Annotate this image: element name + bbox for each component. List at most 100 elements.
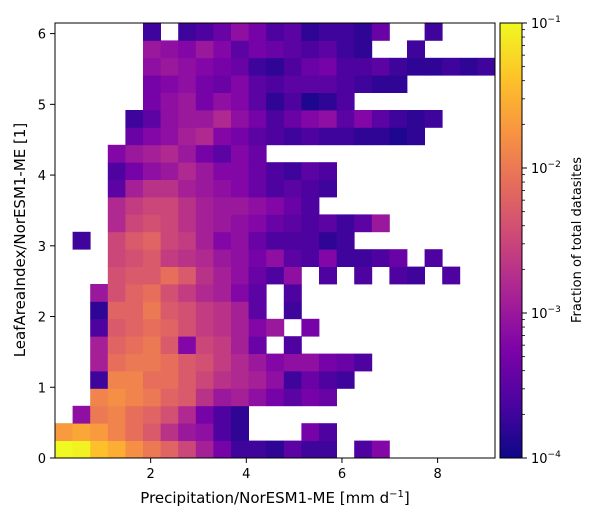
heatmap-cell [195,110,214,128]
heatmap-cell [178,405,197,424]
heatmap-cell [248,23,267,41]
heatmap-cell [319,127,337,146]
heatmap-cell [213,92,232,111]
heatmap-cell [178,110,197,128]
heatmap-cell [160,336,179,354]
heatmap-cell [266,40,285,59]
heatmap-cell [231,75,249,93]
heatmap-cell [319,353,337,372]
heatmap-cell [160,127,179,146]
heatmap-cell [195,23,214,41]
heatmap-cell [283,57,302,76]
heatmap-cell [143,57,161,76]
heatmap-cell [213,318,232,337]
heatmap-cell [195,127,214,146]
heatmap-cell [195,162,214,180]
heatmap-cell [283,336,302,354]
heatmap-cell [266,75,285,93]
heatmap-cell [231,405,249,424]
heatmap-cell [90,318,109,337]
heatmap-cell [354,57,373,76]
heatmap-cell [283,388,302,407]
heatmap-cell [125,249,144,267]
heatmap-cell [107,336,126,354]
heatmap-cell [72,231,91,250]
heatmap-cell [178,388,197,407]
heatmap-cell [371,57,390,76]
heatmap-cell [266,353,285,372]
heatmap-cell [160,318,179,337]
heatmap-cell [160,231,179,250]
heatmap-cell [354,353,373,372]
heatmap-cell [319,92,337,111]
heatmap-cell [178,231,197,250]
heatmap-cell [90,405,109,424]
heatmap-cell [143,405,161,424]
heatmap-cell [283,110,302,128]
heatmap-cell [178,371,197,389]
heatmap-cell [283,40,302,59]
heatmap-cell [442,266,461,285]
heatmap-cell [248,371,267,389]
heatmap-cell [283,197,302,215]
heatmap-cell [107,301,126,320]
heatmap-cell [178,23,197,41]
heatmap-cell [195,353,214,372]
y-tick-label: 2 [38,311,46,326]
heatmap-cell [107,388,126,407]
heatmap-cell [301,92,320,111]
heatmap-cell [301,197,320,215]
heatmap-cell [213,23,232,41]
heatmap-cell [178,57,197,76]
heatmap-cell [248,57,267,76]
y-axis: 0 1 2 3 4 5 6 [38,28,55,467]
heatmap-cell [125,388,144,407]
y-axis-label: LeafAreaIndex/NorESM1-ME [1] [11,123,29,358]
heatmap-cell [283,75,302,93]
heatmap-cell [213,284,232,302]
heatmap-cell [301,318,320,337]
heatmap-cell [248,214,267,233]
heatmap-cell [336,57,355,76]
y-tick-label: 6 [38,28,46,43]
heatmap-cell [195,75,214,93]
heatmap-cell [160,162,179,180]
heatmap-cell [143,266,161,285]
heatmap-cell [213,440,232,459]
heatmap-cell [283,284,302,302]
colorbar-tick-label: 10−2 [531,160,561,177]
heatmap-cell [178,284,197,302]
heatmap-cell [389,57,408,76]
heatmap-cell [231,197,249,215]
heatmap-cell [354,40,373,59]
heatmap-cell [213,110,232,128]
heatmap-cell [283,214,302,233]
heatmap-cell [143,231,161,250]
heatmap-cell [143,249,161,267]
heatmap-cell [160,92,179,111]
heatmap-cell [213,266,232,285]
heatmap-cell [160,249,179,267]
heatmap-cell [248,353,267,372]
heatmap-cell [231,57,249,76]
heatmap-cell [125,336,144,354]
heatmap-cell [319,440,337,459]
heatmap-cell [283,23,302,41]
heatmap-cell [178,318,197,337]
heatmap-cell [213,197,232,215]
heatmap-cell [301,127,320,146]
heatmap-cell [336,353,355,372]
heatmap-cell [477,57,496,76]
heatmap-cell [354,214,373,233]
heatmap-cell [178,75,197,93]
heatmap-cell [248,301,267,320]
heatmap-cell [107,440,126,459]
heatmap-cell [266,127,285,146]
heatmap-cell [407,127,425,146]
heatmap-cell [195,197,214,215]
heatmap-cell [143,284,161,302]
heatmap-cell [389,110,408,128]
heatmap-cell [143,127,161,146]
heatmap-cell [72,405,91,424]
y-tick-label: 5 [38,98,46,113]
